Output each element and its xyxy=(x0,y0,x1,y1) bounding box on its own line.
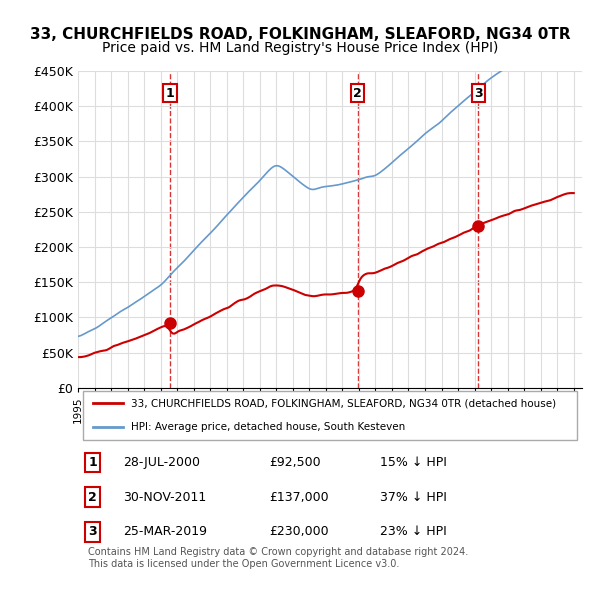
Text: 33, CHURCHFIELDS ROAD, FOLKINGHAM, SLEAFORD, NG34 0TR: 33, CHURCHFIELDS ROAD, FOLKINGHAM, SLEAF… xyxy=(29,27,571,41)
Text: 25-MAR-2019: 25-MAR-2019 xyxy=(124,526,208,539)
Text: 28-JUL-2000: 28-JUL-2000 xyxy=(124,455,200,468)
Text: Contains HM Land Registry data © Crown copyright and database right 2024.
This d: Contains HM Land Registry data © Crown c… xyxy=(88,548,469,569)
Text: £230,000: £230,000 xyxy=(269,526,329,539)
Text: 2: 2 xyxy=(88,491,97,504)
Text: Price paid vs. HM Land Registry's House Price Index (HPI): Price paid vs. HM Land Registry's House … xyxy=(102,41,498,55)
Text: 23% ↓ HPI: 23% ↓ HPI xyxy=(380,526,447,539)
Text: 37% ↓ HPI: 37% ↓ HPI xyxy=(380,491,447,504)
FancyBboxPatch shape xyxy=(83,391,577,440)
Text: 33, CHURCHFIELDS ROAD, FOLKINGHAM, SLEAFORD, NG34 0TR (detached house): 33, CHURCHFIELDS ROAD, FOLKINGHAM, SLEAF… xyxy=(131,398,556,408)
Text: 1: 1 xyxy=(166,87,175,100)
Text: HPI: Average price, detached house, South Kesteven: HPI: Average price, detached house, Sout… xyxy=(131,422,405,432)
Text: 2: 2 xyxy=(353,87,362,100)
Text: £137,000: £137,000 xyxy=(269,491,329,504)
Text: 30-NOV-2011: 30-NOV-2011 xyxy=(124,491,206,504)
Text: 1: 1 xyxy=(88,455,97,468)
Text: 3: 3 xyxy=(88,526,97,539)
Text: 15% ↓ HPI: 15% ↓ HPI xyxy=(380,455,447,468)
Text: 3: 3 xyxy=(474,87,483,100)
Text: £92,500: £92,500 xyxy=(269,455,321,468)
